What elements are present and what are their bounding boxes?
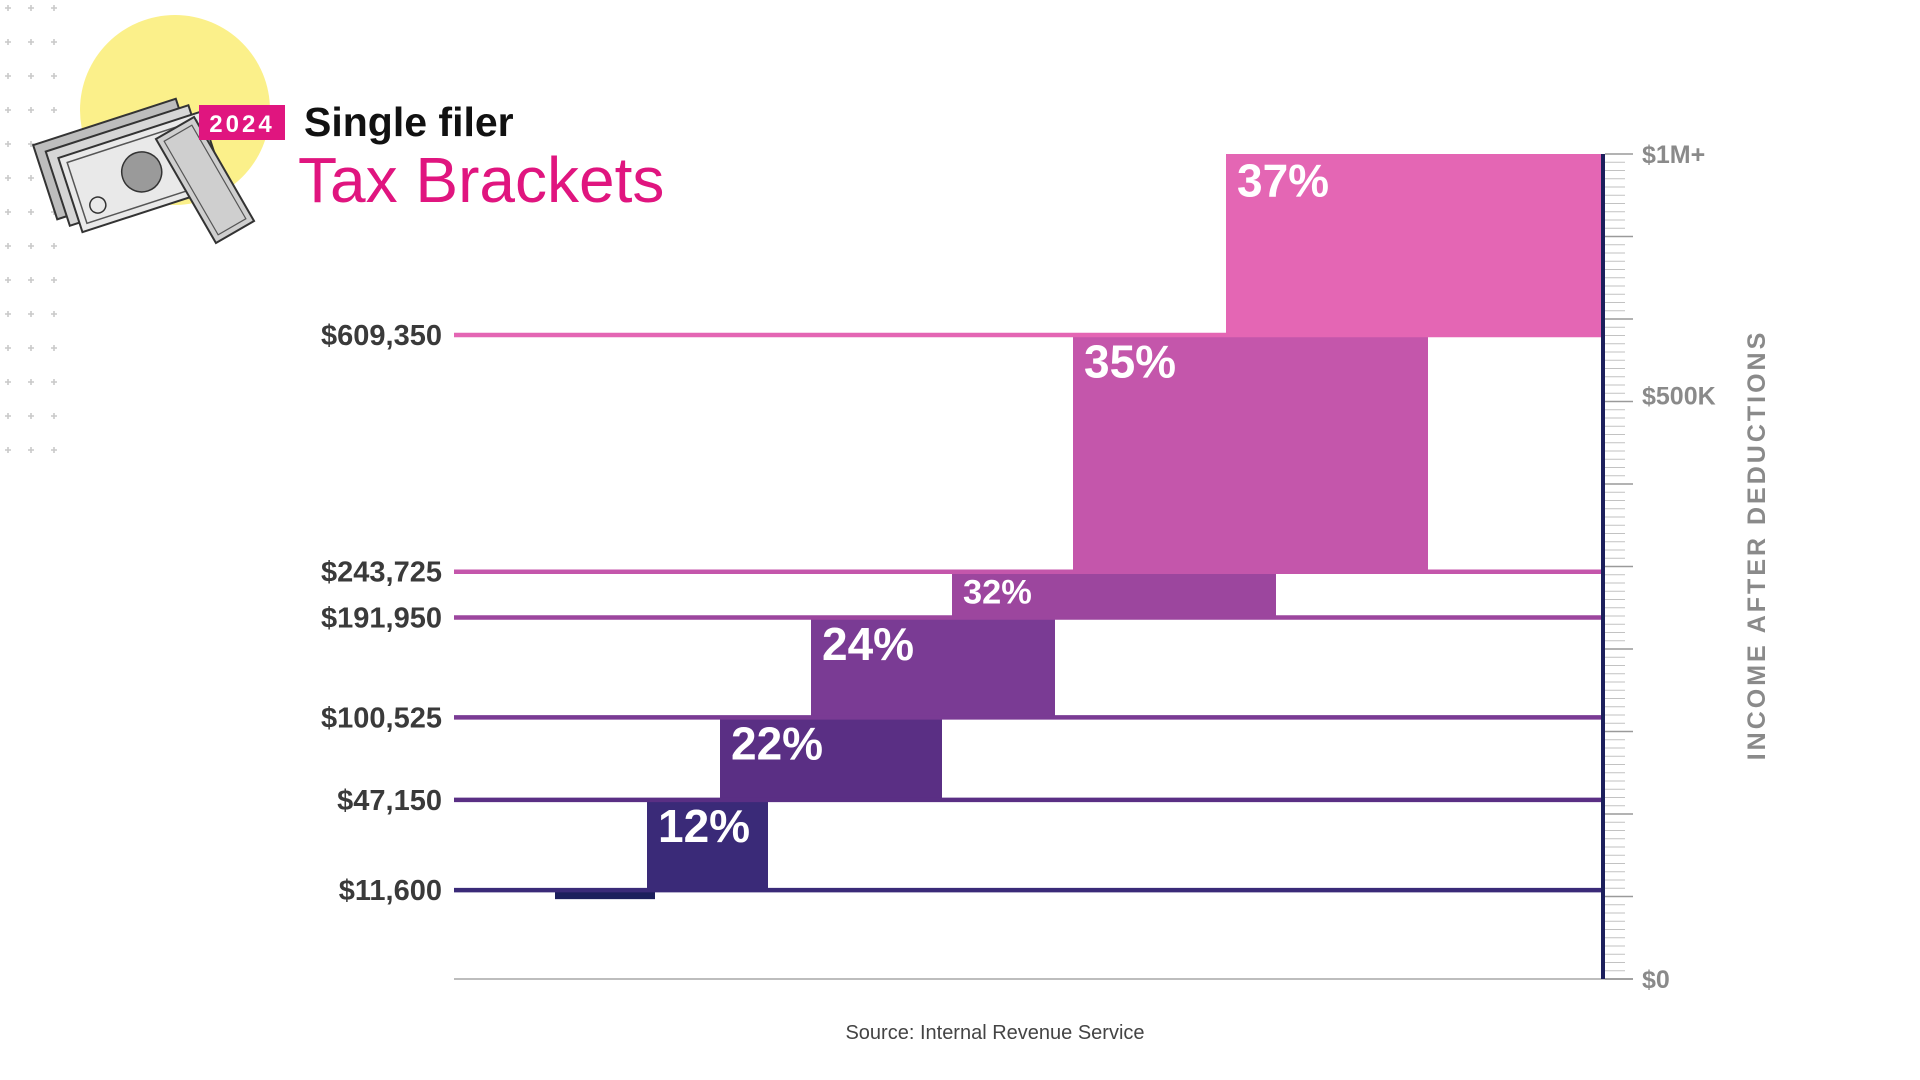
bracket-bar-35 [1073,334,1428,572]
dot-mark [5,277,11,283]
dot-mark [28,243,34,249]
dot-mark [51,73,57,79]
dot-mark [51,345,57,351]
threshold-label: $11,600 [339,875,442,907]
rate-label-24: 24% [822,618,914,670]
dot-mark [28,277,34,283]
bracket-bar-32 [952,571,1276,618]
y-tick-label: $1M+ [1642,141,1705,169]
dot-mark [51,39,57,45]
rate-label-35: 35% [1084,335,1176,387]
chart-title: Tax Brackets [298,144,664,216]
year-badge-label: 2024 [209,111,274,138]
y-axis: $0 $500K $1M+ [1601,141,1716,994]
dot-mark [51,413,57,419]
bracket-bars [555,154,1603,900]
dot-mark [28,73,34,79]
dot-mark [5,413,11,419]
dot-mark [5,447,11,453]
y-tick-label: $0 [1642,966,1670,994]
dot-mark [5,73,11,79]
rate-labels: 10% 12% 22% 24% 32% 35% 37% [565,154,1329,1011]
threshold-label: $47,150 [337,785,442,817]
threshold-lines [454,332,1633,980]
dot-mark [28,107,34,113]
dot-mark [5,345,11,351]
rate-label-22: 22% [731,718,823,770]
dot-mark [28,345,34,351]
dot-mark [5,107,11,113]
dot-mark [51,243,57,249]
year-badge [199,105,285,140]
dot-mark [28,311,34,317]
decorative-dot-grid [5,5,57,453]
chart-subtitle: Single filer [304,99,514,145]
dot-mark [5,379,11,385]
dot-mark [28,447,34,453]
dot-mark [28,5,34,11]
dot-mark [28,175,34,181]
y-axis-title: INCOME AFTER DEDUCTIONS [1743,330,1771,761]
dot-mark [51,447,57,453]
threshold-label: $609,350 [321,320,442,352]
dot-mark [5,141,11,147]
dot-mark [51,5,57,11]
bracket-bar-37 [1226,154,1603,335]
bracket-bar-10 [555,890,655,900]
dot-mark [28,379,34,385]
threshold-label: $100,525 [321,702,442,734]
rate-label-12: 12% [658,800,750,852]
dot-mark [5,175,11,181]
rate-label-32: 32% [963,573,1032,611]
y-tick-label: $500K [1642,383,1716,411]
dot-mark [5,5,11,11]
dot-mark [5,311,11,317]
bracket-bar-24 [811,617,1055,718]
rate-label-37: 37% [1237,154,1329,206]
cash-bill-icon [154,115,256,245]
dot-mark [5,243,11,249]
dot-mark [28,413,34,419]
dot-mark [5,39,11,45]
money-illustration [31,15,270,245]
dot-mark [28,39,34,45]
source-note: Source: Internal Revenue Service [845,1022,1144,1044]
dot-mark [5,209,11,215]
dot-mark [51,379,57,385]
bracket-bar-12 [647,799,768,891]
threshold-label: $243,725 [321,557,442,589]
dot-mark [51,277,57,283]
dot-mark [51,107,57,113]
threshold-label: $191,950 [321,603,442,635]
dot-mark [28,141,34,147]
dot-mark [28,209,34,215]
bracket-bar-22 [720,717,942,800]
dot-mark [51,311,57,317]
rate-label-10: 10% [565,980,621,1011]
threshold-labels: $11,600 $47,150 $100,525 $191,950 $243,725 $6… [321,320,442,907]
